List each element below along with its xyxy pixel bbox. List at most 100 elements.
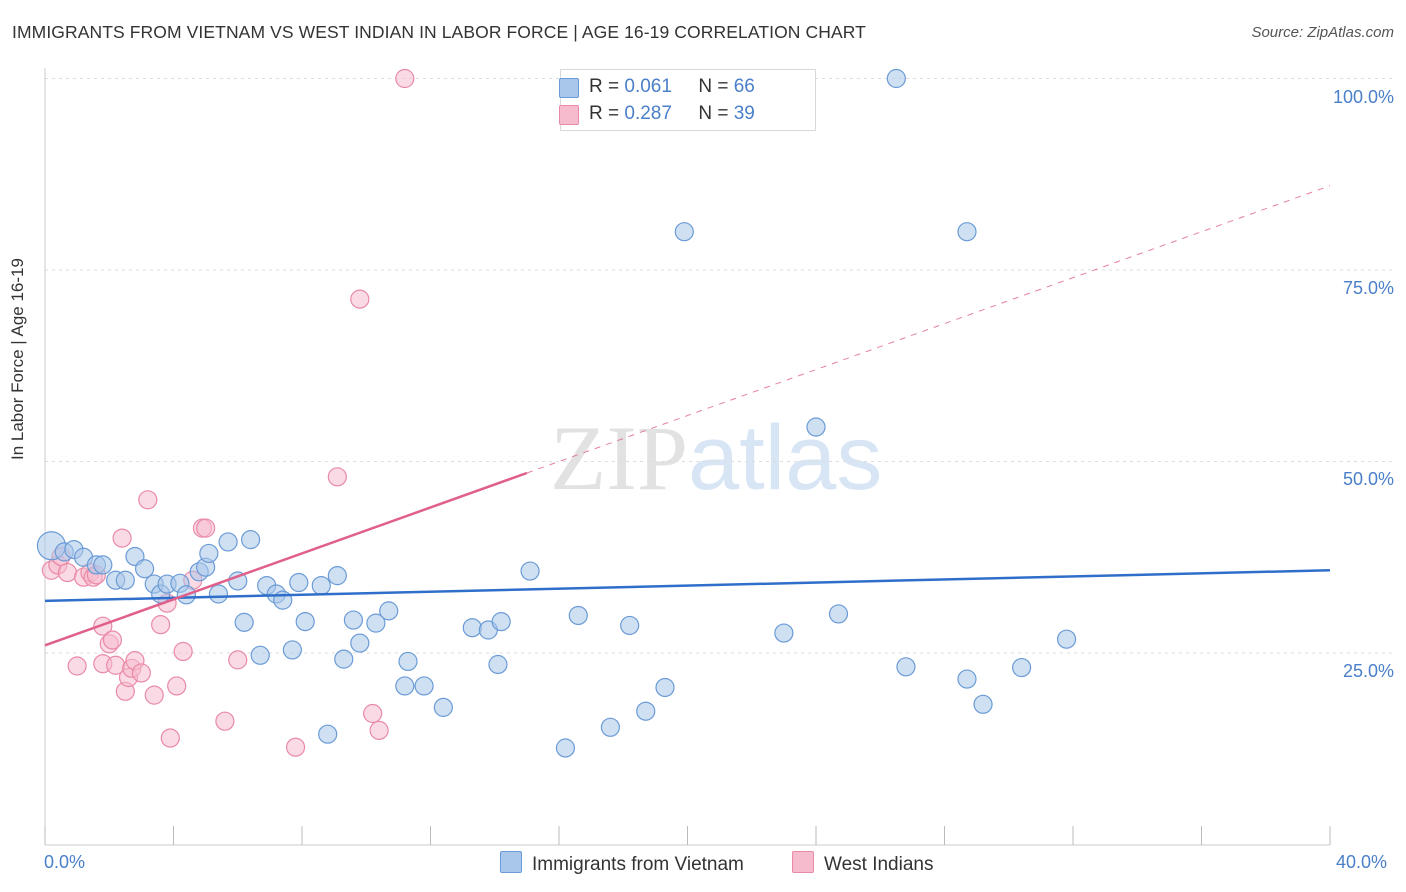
west-indians-point [215,711,235,731]
west-indians-point [196,518,216,538]
vietnam-point [774,623,794,643]
vietnam-point [250,645,270,665]
vietnam-point [241,530,261,550]
legend-r-label: R = [589,103,620,124]
vietnam-point [295,611,315,632]
vietnam-point [973,694,993,714]
source-credit: Source: ZipAtlas.com [1251,24,1394,41]
vietnam-point [395,676,415,696]
legend-r-value: 0.287 [624,103,672,124]
vietnam-point [806,417,826,437]
vietnam-point [1011,657,1032,678]
vietnam-point [350,633,370,653]
vietnam-point [957,222,977,242]
west-indians-point [327,467,347,487]
vietnam-point [228,571,248,591]
vietnam-point [115,570,135,590]
vietnam-trend-line [44,569,1331,603]
legend-n-label: N = [698,103,729,124]
x-tick-min: 0.0% [44,852,86,872]
vietnam-point [134,559,155,579]
legend-swatch-vietnam [559,78,579,98]
grid-layer [45,78,1392,654]
vietnam-point [600,717,621,737]
y-tick-50: 50.0% [1342,469,1394,489]
vietnam-point [462,618,482,638]
y-tick-75: 75.0% [1342,278,1394,298]
vietnam-point [674,222,694,242]
y-tick-100: 100.0% [1332,87,1394,107]
west-indians-point [138,490,158,510]
axis-layer [44,68,1331,846]
vietnam-point [318,724,338,744]
vietnam-point [655,677,675,698]
legend-item-west-indians: West Indians [792,851,933,876]
vietnam-point [218,532,238,552]
vietnam-point [93,555,113,575]
chart-title: IMMIGRANTS FROM VIETNAM VS WEST INDIAN I… [12,22,866,42]
legend-item-vietnam: Immigrants from Vietnam [500,851,744,876]
west-indians-point [395,68,415,89]
vietnam-point [555,738,576,758]
vietnam-point [343,610,363,630]
vietnam-point [289,572,309,593]
west-indians-point [173,641,193,662]
vietnam-points [36,68,1077,758]
y-tick-25: 25.0% [1342,661,1394,681]
vietnam-point [414,676,434,696]
legend-label-west-indians: West Indians [824,854,934,875]
vietnam-point [433,697,453,717]
vietnam-point [398,651,418,672]
vietnam-point [568,605,588,626]
west-indians-point [369,720,389,740]
legend-n-value: 66 [733,76,755,97]
vietnam-point [828,604,849,624]
west-indians-point [160,728,180,748]
vietnam-point [334,649,354,669]
vietnam-point [957,669,977,689]
west-indians-point [144,685,164,705]
west-indians-point [228,650,248,670]
vietnam-point [208,584,229,604]
vietnam-point [488,654,508,675]
west-indians-trend-extension [526,185,1331,474]
west-indians-point [350,289,370,309]
legend-row-west-indians: R = 0.287 N = 39 [559,103,755,125]
west-indians-point [131,663,151,683]
x-tick-max: 40.0% [1336,852,1388,872]
vietnam-point [896,657,916,677]
west-indians-trend-line [44,471,528,647]
vietnam-point [491,611,511,632]
west-indians-point [67,656,87,676]
legend-swatch-west-indians [792,851,814,873]
vietnam-point [379,601,399,621]
west-indians-point [102,630,123,650]
legend-swatch-west-indians [559,105,579,125]
legend-label-vietnam: Immigrants from Vietnam [532,854,744,875]
legend-r-label: R = [589,76,620,97]
vietnam-point [282,640,302,660]
vietnam-point [311,575,331,596]
legend-swatch-vietnam [500,851,522,873]
legend-r-value: 0.061 [624,76,672,97]
vietnam-point [520,561,540,581]
west-indians-points [41,68,415,757]
trend-lines [44,185,1331,647]
vietnam-point [636,701,656,721]
legend-n-label: N = [698,76,729,97]
legend-row-vietnam: R = 0.061 N = 66 [559,76,755,98]
vietnam-point [886,68,906,89]
legend-n-value: 39 [733,103,755,124]
vietnam-point [366,613,386,633]
west-indians-point [112,528,132,548]
vietnam-point [1056,629,1077,649]
west-indians-point [93,616,113,636]
west-indians-point [285,737,306,757]
west-indians-point [151,615,171,635]
y-axis-label: In Labor Force | Age 16-19 [8,258,27,460]
vietnam-point [327,566,347,586]
correlation-legend: R = 0.061 N = 66 R = 0.287 N = 39 [559,69,816,131]
vietnam-point [234,612,254,632]
vietnam-point [199,543,219,564]
